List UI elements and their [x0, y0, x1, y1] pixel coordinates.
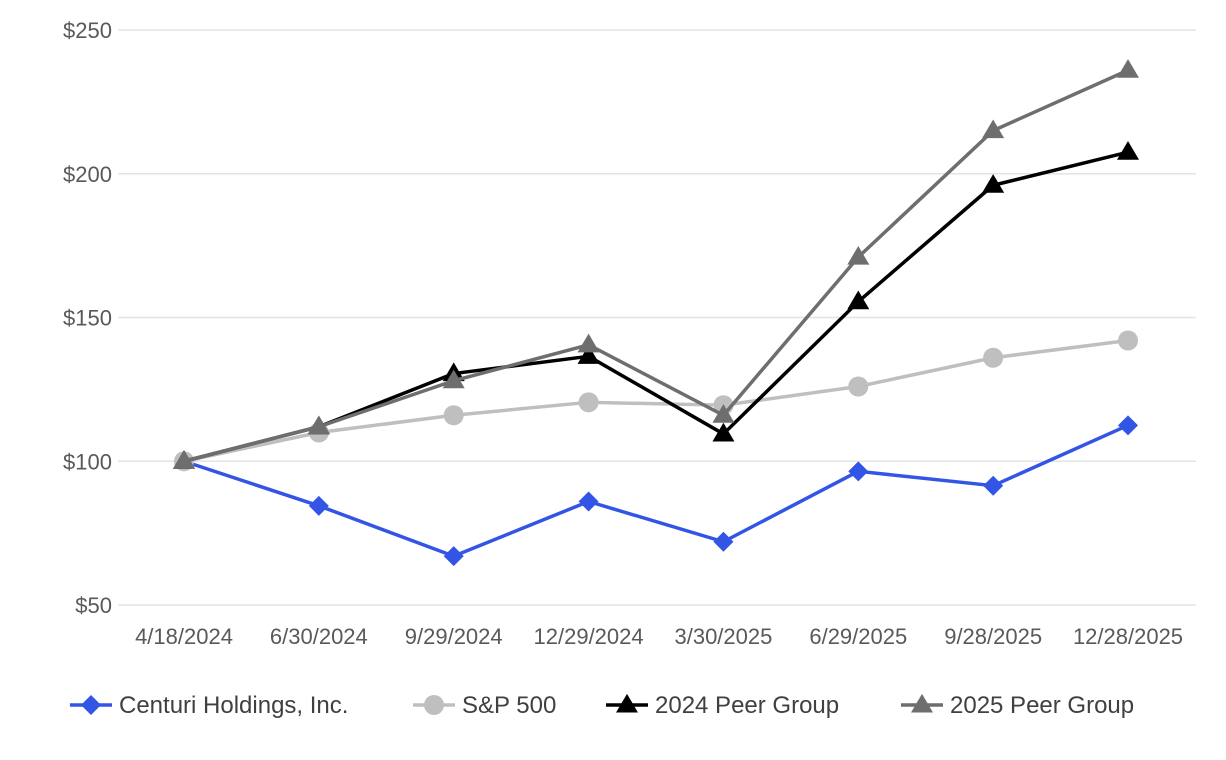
series-line [183, 423, 1129, 558]
data-point [1118, 415, 1138, 436]
x-tick-label: 4/18/2024 [135, 624, 233, 649]
data-point [848, 376, 869, 397]
series-line [183, 150, 1129, 463]
legend-label: 2025 Peer Group [950, 692, 1134, 719]
data-point [713, 531, 734, 552]
y-tick-label: $100 [63, 449, 112, 474]
data-point [578, 491, 599, 512]
data-point [578, 392, 599, 413]
data-point [442, 369, 465, 389]
data-point [982, 119, 1005, 139]
series-group [173, 59, 1139, 567]
y-tick-label: $150 [63, 306, 112, 331]
data-point [1117, 141, 1139, 160]
y-tick-label: $250 [63, 18, 112, 43]
legend-marker [81, 695, 101, 715]
x-tick-label: 9/28/2025 [944, 624, 1042, 649]
data-point [443, 405, 464, 426]
x-tick-label: 6/29/2025 [809, 624, 907, 649]
series-line [183, 68, 1129, 463]
x-tick-label: 12/29/2024 [534, 624, 644, 649]
x-tick-label: 6/30/2024 [270, 624, 368, 649]
legend-item: 2024 Peer Group [606, 692, 839, 719]
legend-marker [424, 695, 444, 715]
legend: Centuri Holdings, Inc. S&P 500 2024 Peer G… [70, 692, 1134, 719]
x-tick-label: 9/29/2024 [405, 624, 503, 649]
legend-item: S&P 500 [413, 692, 556, 719]
x-tick-label: 12/28/2025 [1073, 624, 1183, 649]
legend-label: S&P 500 [462, 692, 556, 719]
legend-label: Centuri Holdings, Inc. [119, 692, 348, 719]
legend-marker [616, 693, 638, 713]
x-tick-label: 3/30/2025 [674, 624, 772, 649]
data-point [848, 461, 869, 482]
data-point [983, 475, 1004, 496]
data-point [712, 404, 735, 423]
legend-item: Centuri Holdings, Inc. [70, 692, 348, 719]
gridlines [118, 29, 1196, 606]
series-2 [174, 330, 1138, 472]
data-point [847, 290, 870, 310]
data-point [847, 245, 870, 265]
data-point [443, 546, 464, 567]
data-point [577, 345, 600, 364]
data-point [1118, 330, 1138, 351]
data-point [1117, 59, 1139, 78]
x-axis-labels: 4/18/2024 6/30/2024 9/29/2024 12/29/2024 3/3… [135, 624, 1183, 649]
data-point [577, 333, 600, 353]
data-point [173, 450, 195, 469]
data-point [712, 422, 735, 442]
series-1 [174, 415, 1138, 567]
data-point [307, 415, 330, 435]
data-point [308, 495, 329, 516]
legend-label: 2024 Peer Group [655, 692, 839, 719]
data-point [982, 174, 1005, 193]
y-axis-labels: $50 $100 $150 $200 $250 [63, 18, 112, 618]
data-point [983, 347, 1004, 368]
legend-marker [911, 693, 933, 713]
series-4 [173, 59, 1139, 469]
y-tick-label: $50 [75, 593, 112, 618]
legend-item: 2025 Peer Group [901, 692, 1134, 719]
series-line [183, 338, 1129, 463]
y-tick-label: $200 [63, 162, 112, 187]
